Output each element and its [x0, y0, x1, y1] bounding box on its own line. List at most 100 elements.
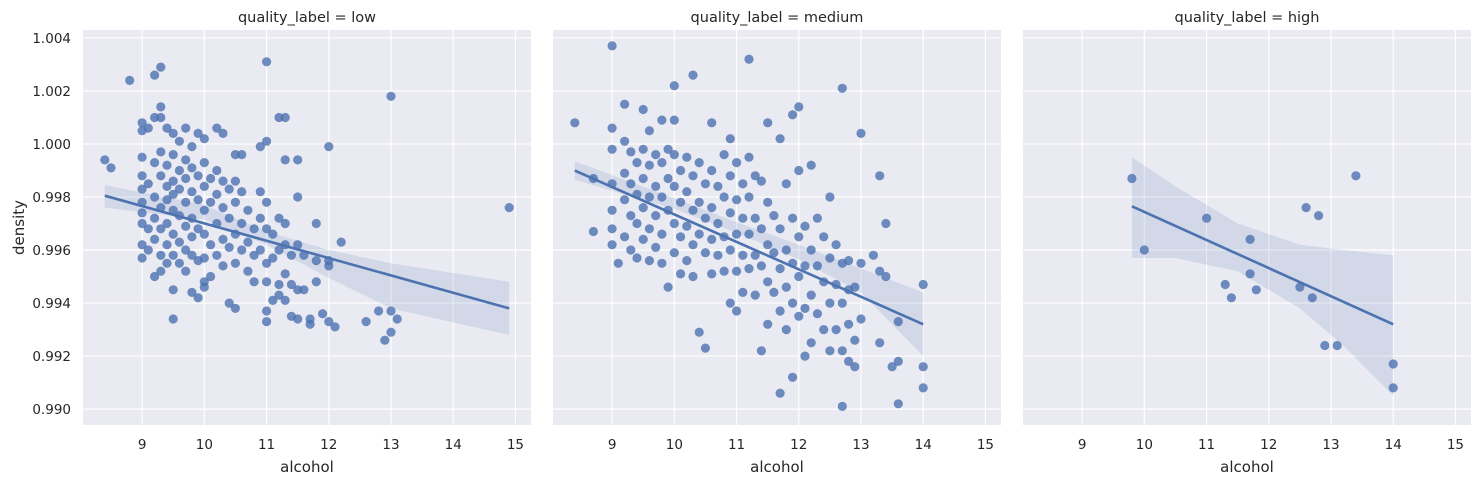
scatter-point [607, 205, 617, 215]
scatter-point [812, 261, 823, 271]
scatter-point [187, 232, 197, 242]
scatter-point [280, 269, 290, 279]
scatter-point [386, 327, 396, 337]
scatter-point [1127, 173, 1137, 184]
scatter-point [1139, 245, 1149, 255]
scatter-point [707, 269, 717, 279]
scatter-point [688, 70, 698, 80]
scatter-point [626, 211, 636, 221]
scatter-point [143, 224, 153, 234]
scatter-point [243, 266, 253, 276]
y-tick-label: 1.000 [32, 137, 71, 153]
scatter-point [237, 150, 247, 160]
axes-background [1023, 30, 1471, 425]
scatter-point [788, 213, 798, 223]
scatter-point [218, 176, 228, 186]
scatter-point [844, 356, 854, 366]
x-tick-label: 9 [1078, 437, 1087, 453]
scatter-point [781, 179, 791, 189]
x-tick-label: 10 [196, 437, 213, 453]
scatter-point [825, 192, 835, 202]
scatter-point [638, 144, 648, 154]
scatter-point [819, 325, 829, 335]
x-tick-label: 11 [258, 437, 275, 453]
scatter-point [1388, 359, 1398, 369]
scatter-point [682, 152, 692, 162]
scatter-point [187, 142, 197, 152]
scatter-point [230, 303, 240, 313]
scatter-point [707, 234, 717, 244]
scatter-point [725, 245, 735, 255]
scatter-point [875, 338, 885, 348]
scatter-point [626, 147, 636, 157]
x-tick-label: 12 [790, 437, 807, 453]
scatter-point [676, 197, 686, 207]
scatter-point [651, 242, 661, 252]
scatter-point [682, 221, 692, 231]
scatter-point [657, 258, 667, 268]
scatter-point [137, 152, 147, 162]
scatter-point [324, 261, 334, 271]
scatter-point [881, 271, 891, 282]
scatter-point [137, 184, 147, 194]
scatter-point [1295, 282, 1305, 292]
scatter-point [788, 298, 798, 308]
scatter-point [237, 218, 247, 229]
y-axis-label: density [10, 200, 28, 255]
scatter-point [713, 250, 723, 260]
scatter-point [794, 165, 804, 176]
scatter-point [280, 218, 290, 229]
scatter-point [199, 134, 209, 144]
scatter-point [769, 248, 779, 258]
scatter-point [156, 147, 166, 157]
scatter-point [644, 224, 655, 234]
scatter-point [293, 155, 303, 165]
scatter-point [806, 160, 816, 170]
scatter-point [181, 155, 191, 165]
scatter-point [187, 187, 197, 197]
scatter-point [1307, 293, 1317, 303]
scatter-point [756, 176, 767, 186]
scatter-point [769, 287, 779, 297]
scatter-point [800, 351, 810, 361]
scatter-point [676, 232, 686, 242]
scatter-point [162, 123, 172, 133]
scatter-point [669, 248, 679, 258]
scatter-point [850, 362, 860, 372]
scatter-point [732, 306, 742, 316]
x-axis-label: alcohol [1220, 458, 1274, 476]
regression-line [574, 169, 924, 326]
scatter-point [156, 266, 166, 276]
scatter-point [837, 298, 847, 308]
scatter-point [243, 205, 253, 215]
scatter-point [1320, 340, 1330, 351]
scatter-point [168, 176, 178, 186]
x-tick-label: 14 [915, 437, 932, 453]
scatter-point [374, 306, 384, 316]
scatter-point [676, 269, 686, 279]
scatter-point [775, 224, 785, 234]
scatter-point [1314, 211, 1324, 221]
scatter-point [286, 279, 296, 290]
scatter-point [626, 245, 636, 255]
scatter-point [174, 184, 184, 194]
scatter-point [744, 229, 754, 239]
scatter-point [162, 195, 172, 205]
scatter-point [800, 221, 810, 231]
scatter-point [212, 189, 222, 199]
scatter-point [230, 197, 240, 207]
scatter-point [657, 229, 667, 239]
scatter-point [150, 213, 160, 223]
scatter-point [794, 232, 804, 242]
scatter-point [199, 158, 209, 168]
scatter-point [262, 224, 272, 234]
scatter-point [162, 240, 172, 250]
scatter-point [893, 356, 903, 366]
scatter-point [819, 232, 829, 242]
scatter-point [644, 256, 655, 266]
scatter-point [168, 250, 178, 260]
scatter-point [224, 184, 234, 194]
scatter-point [286, 250, 296, 260]
scatter-point [620, 195, 630, 205]
